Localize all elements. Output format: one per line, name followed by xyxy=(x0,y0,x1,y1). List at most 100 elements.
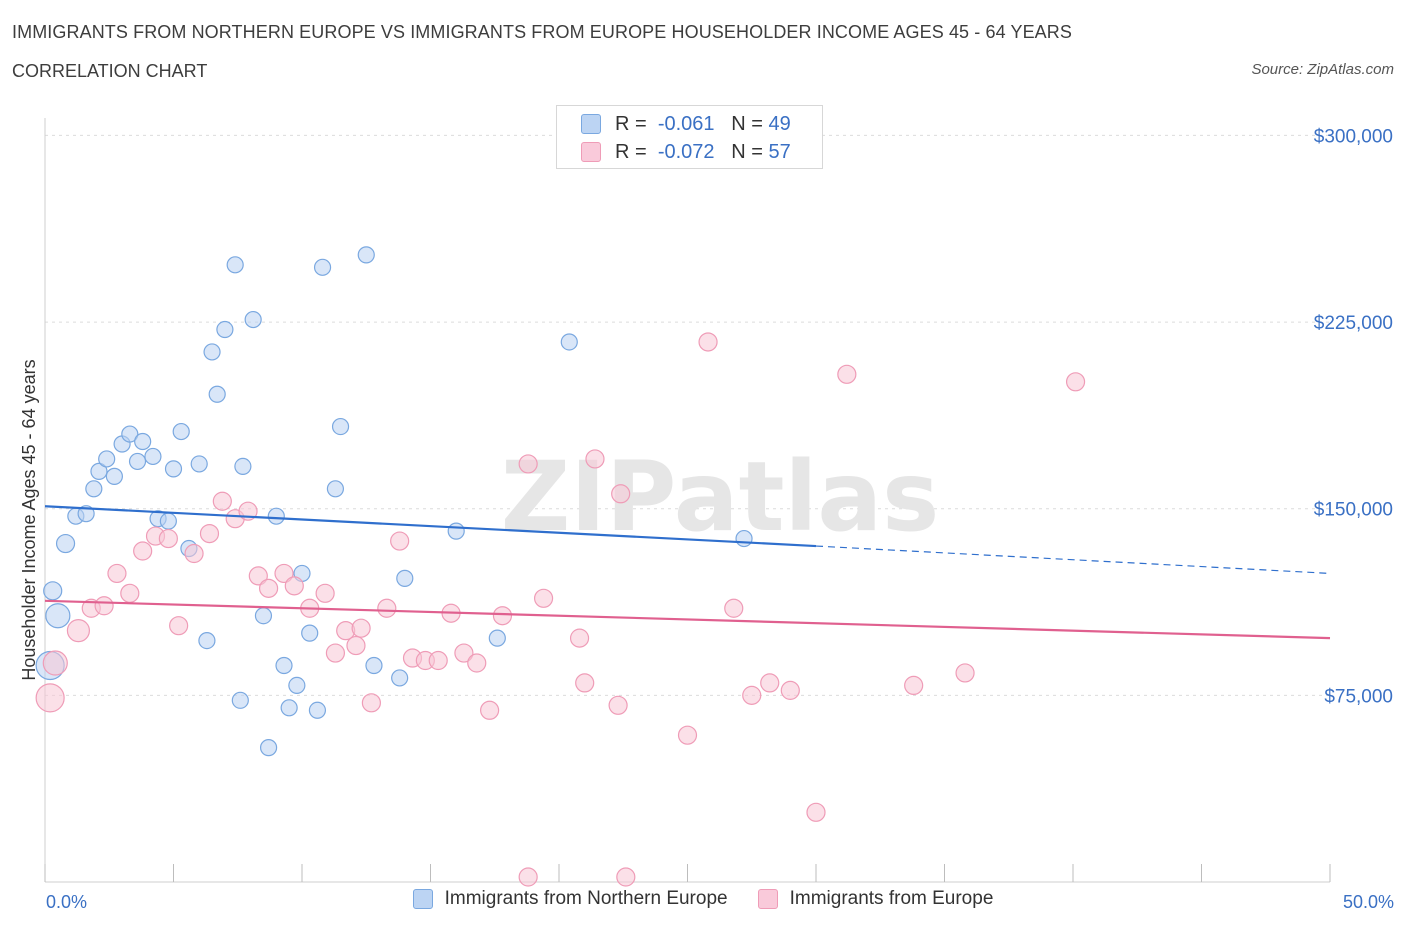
point-europe xyxy=(212,491,232,511)
point-europe xyxy=(780,680,800,700)
source-label: Source: ZipAtlas.com xyxy=(1251,61,1394,78)
point-europe xyxy=(611,484,631,504)
point-northern-europe xyxy=(172,422,190,441)
point-northern-europe xyxy=(259,739,278,757)
legend-row-northern-europe: R = -0.061 N = 49 xyxy=(581,112,791,136)
point-europe xyxy=(42,650,68,676)
point-northern-europe xyxy=(275,656,293,675)
point-europe xyxy=(585,449,605,469)
point-northern-europe xyxy=(85,480,103,498)
point-northern-europe xyxy=(488,629,506,647)
point-northern-europe xyxy=(326,480,345,498)
point-northern-europe xyxy=(735,529,753,548)
series-swatch-northern-europe xyxy=(412,889,433,909)
legend-swatch-europe xyxy=(581,142,601,162)
point-europe xyxy=(169,616,189,636)
trendline-northern-europe xyxy=(44,505,817,548)
point-northern-europe xyxy=(77,505,95,523)
point-northern-europe xyxy=(244,310,262,329)
point-europe xyxy=(955,663,975,683)
legend-n-label: N = xyxy=(731,112,763,135)
point-europe xyxy=(325,643,346,663)
point-europe xyxy=(377,598,397,618)
point-northern-europe xyxy=(357,246,375,264)
point-northern-europe xyxy=(164,460,183,478)
point-europe xyxy=(284,576,304,596)
point-europe xyxy=(133,541,153,561)
series-legend-label: Immigrants from Northern Europe xyxy=(444,888,728,909)
point-northern-europe xyxy=(267,507,285,525)
point-northern-europe xyxy=(190,455,208,473)
point-europe xyxy=(454,643,474,663)
point-europe xyxy=(742,685,762,705)
point-europe xyxy=(390,531,410,551)
point-northern-europe xyxy=(280,699,298,717)
point-europe xyxy=(533,588,554,608)
point-northern-europe xyxy=(203,343,221,361)
y-tick-label: $150,000 xyxy=(1314,500,1393,521)
series-legend-label: Immigrants from Europe xyxy=(789,888,994,909)
point-northern-europe xyxy=(43,581,63,601)
point-europe xyxy=(107,563,127,584)
point-northern-europe xyxy=(365,656,383,675)
legend-n-value: 57 xyxy=(768,140,791,163)
legend-n-value: 49 xyxy=(768,112,791,135)
point-europe xyxy=(677,725,698,745)
point-europe xyxy=(315,583,335,603)
point-europe xyxy=(480,700,500,720)
point-europe xyxy=(724,598,744,618)
point-europe xyxy=(608,695,628,715)
point-northern-europe xyxy=(560,333,578,351)
point-europe xyxy=(258,578,279,598)
point-northern-europe xyxy=(90,462,108,480)
point-northern-europe xyxy=(216,320,234,339)
series-swatch-europe xyxy=(757,889,778,909)
legend-r-label: R = xyxy=(615,140,647,163)
trendline-europe xyxy=(44,599,1331,640)
legend-r-value: -0.072 xyxy=(657,140,715,163)
y-tick-label: $300,000 xyxy=(1314,126,1393,147)
point-northern-europe xyxy=(55,533,76,554)
point-northern-europe xyxy=(308,701,327,719)
point-europe xyxy=(361,693,381,713)
point-europe xyxy=(199,523,220,544)
point-northern-europe xyxy=(288,676,306,695)
point-europe xyxy=(35,683,65,713)
point-northern-europe xyxy=(396,569,414,587)
point-europe xyxy=(518,867,538,887)
legend-r-value: -0.061 xyxy=(657,112,715,135)
point-northern-europe xyxy=(301,624,319,642)
point-northern-europe xyxy=(226,256,244,274)
watermark: ZIPatlas xyxy=(501,441,940,553)
point-europe xyxy=(158,528,178,549)
point-europe xyxy=(428,650,448,671)
series-legend-northern-europe: Immigrants from Northern Europe xyxy=(412,888,728,910)
point-europe xyxy=(184,543,204,564)
point-europe xyxy=(616,867,636,887)
point-northern-europe xyxy=(134,432,152,451)
point-europe xyxy=(120,583,140,603)
point-europe xyxy=(806,802,826,822)
y-tick-label: $75,000 xyxy=(1324,686,1393,707)
point-northern-europe xyxy=(121,425,139,443)
legend-r-label: R = xyxy=(615,112,647,135)
point-northern-europe xyxy=(159,512,177,530)
chart-subtitle: CORRELATION CHART xyxy=(12,61,208,81)
point-europe xyxy=(66,619,91,643)
point-northern-europe xyxy=(391,669,409,687)
point-northern-europe xyxy=(198,632,216,650)
point-europe xyxy=(569,628,590,648)
legend-row-europe: R = -0.072 N = 57 xyxy=(581,140,791,164)
series-legend: Immigrants from Northern Europe Immigran… xyxy=(0,888,1406,910)
point-northern-europe xyxy=(105,467,123,485)
point-europe xyxy=(837,364,857,384)
legend-n-label: N = xyxy=(731,140,763,163)
legend-swatch-northern-europe xyxy=(581,114,601,134)
y-tick-label: $225,000 xyxy=(1314,313,1393,334)
point-europe xyxy=(467,653,487,673)
point-europe xyxy=(904,675,924,696)
point-europe xyxy=(698,332,718,352)
chart-title: IMMIGRANTS FROM NORTHERN EUROPE VS IMMIG… xyxy=(12,22,1072,42)
series-legend-europe: Immigrants from Europe xyxy=(757,888,994,910)
